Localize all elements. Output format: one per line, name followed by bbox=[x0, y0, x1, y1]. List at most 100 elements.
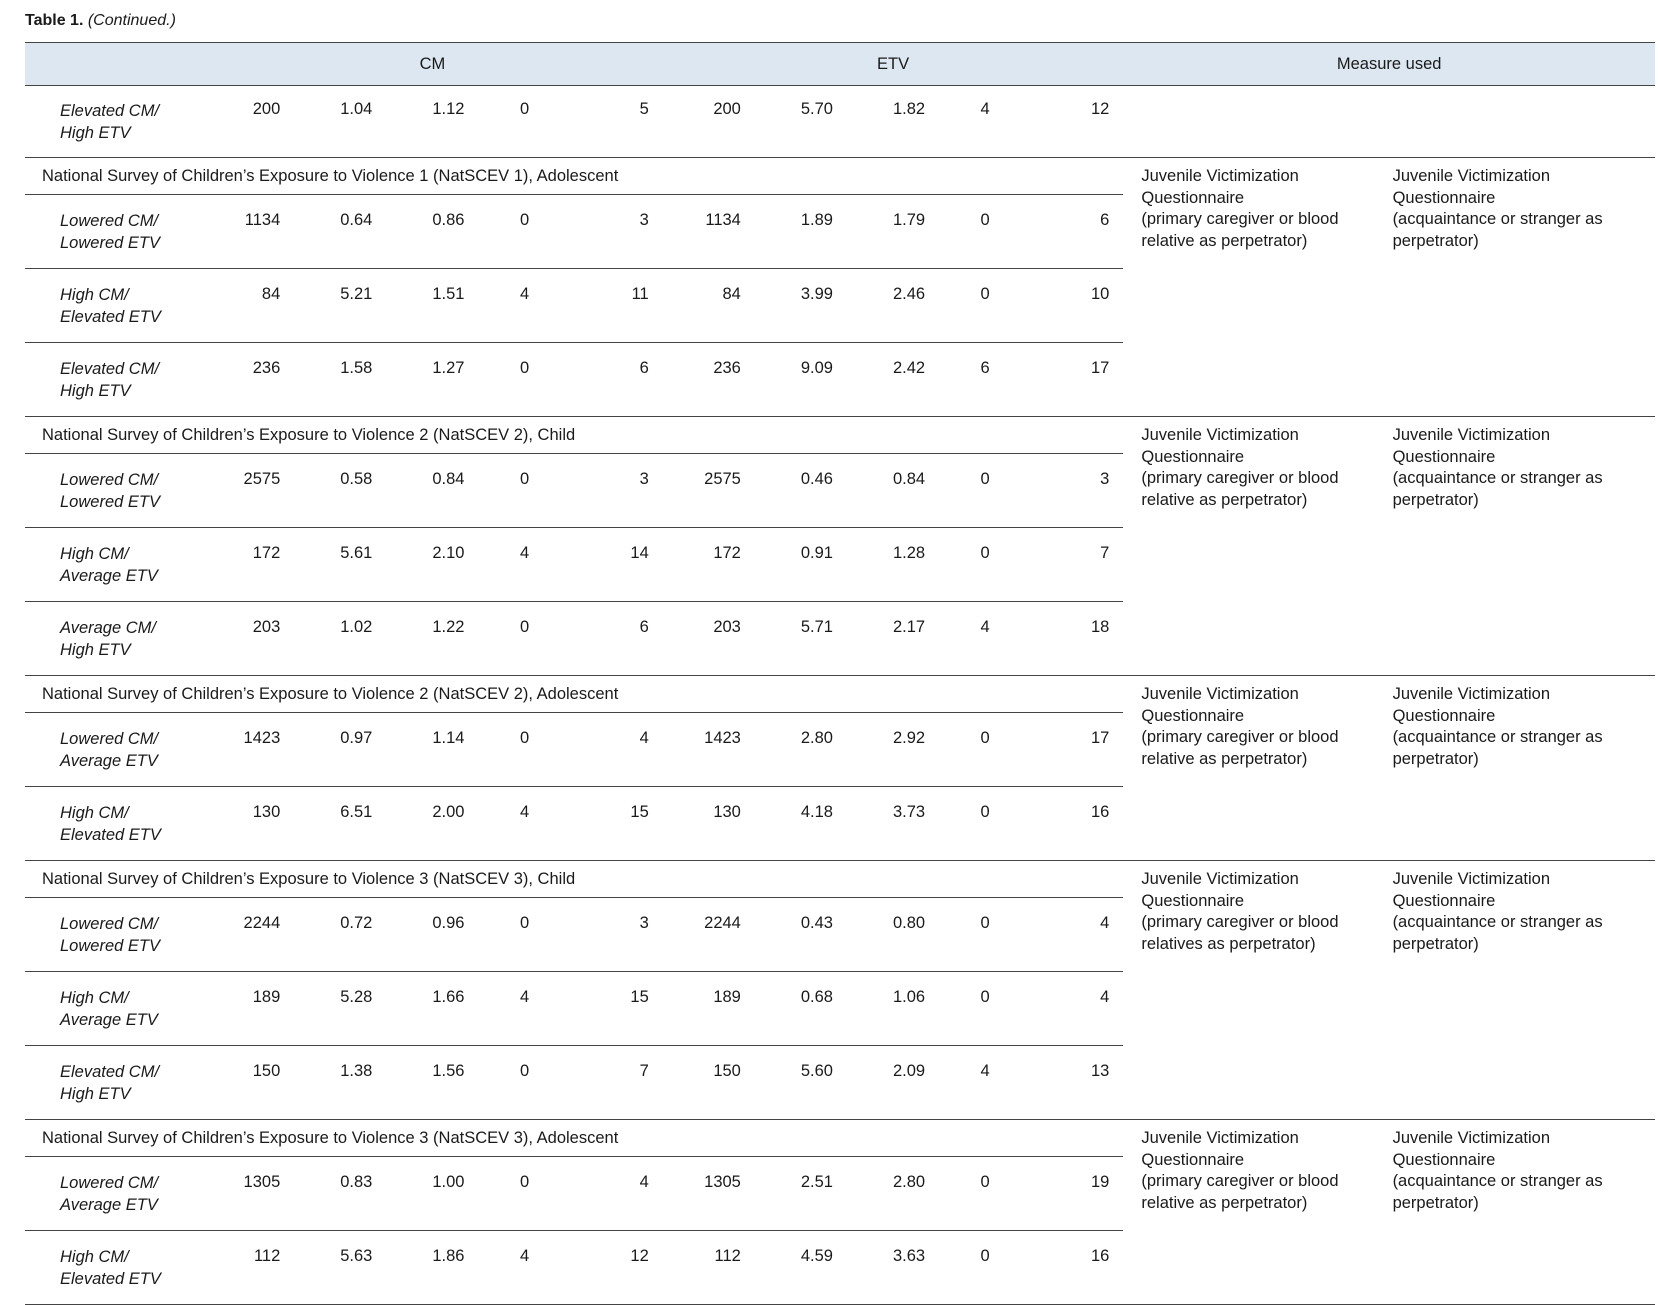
table-cell: 189 bbox=[662, 971, 755, 1046]
measure-line: relative as perpetrator) bbox=[1141, 749, 1308, 768]
table-cell: 3 bbox=[570, 194, 663, 269]
measure-line: (acquaintance or stranger as bbox=[1392, 728, 1603, 746]
measure-cell: Juvenile Victimization Questionnaire (acqu… bbox=[1386, 1119, 1655, 1305]
table-cell: 0 bbox=[939, 194, 1032, 269]
table-cell: 84 bbox=[202, 268, 295, 343]
table-row: Lowered CM/Average ETV 1423 0.97 1.14 0 4 1423… bbox=[25, 712, 1655, 787]
group-title: National Survey of Children’s Exposure t… bbox=[25, 416, 1124, 454]
measure-line: relative as perpetrator) bbox=[1141, 1193, 1308, 1212]
data-table-container: CM ETV Measure used Elevated CM/High ETV… bbox=[25, 42, 1655, 1305]
table-cell: 7 bbox=[639, 1062, 649, 1080]
measure-line: Juvenile Victimization bbox=[1141, 685, 1299, 703]
row-label-line: Average ETV bbox=[60, 751, 158, 770]
table-cell: 0.84 bbox=[386, 453, 479, 528]
table-cell: 0 bbox=[939, 971, 1032, 1046]
measure-line: (acquaintance or stranger as bbox=[1392, 1172, 1603, 1190]
table-cell: 1305 bbox=[202, 1156, 295, 1231]
measure-line: Questionnaire bbox=[1141, 188, 1245, 207]
table-label: Table 1. bbox=[25, 12, 84, 29]
row-label-line: High CM/ bbox=[60, 285, 129, 304]
row-label-line: High CM/ bbox=[60, 803, 129, 822]
row-label-line: Elevated CM/ bbox=[60, 101, 160, 120]
table-row: High CM/Elevated ETV 84 5.21 1.51 4 11 84 3.99 2… bbox=[25, 268, 1655, 343]
table-cell: 17 bbox=[1091, 359, 1110, 377]
row-label: Lowered CM/Average ETV bbox=[25, 712, 203, 787]
table-cell: 130 bbox=[713, 803, 741, 821]
measure-cell bbox=[1123, 86, 1386, 158]
table-cell: 0.86 bbox=[386, 194, 479, 269]
table-cell: 203 bbox=[713, 618, 741, 636]
row-label: Elevated CM/High ETV bbox=[25, 343, 202, 417]
measure-line: relatives as perpetrator) bbox=[1141, 934, 1316, 953]
row-label: Elevated CM/High ETV bbox=[25, 1046, 202, 1120]
group-title: National Survey of Children’s Exposure t… bbox=[25, 860, 1124, 898]
group-row: National Survey of Children’s Exposure t… bbox=[25, 675, 1655, 861]
table-cell: 2.09 bbox=[892, 1062, 926, 1080]
row-label-line: High CM/ bbox=[60, 988, 129, 1007]
table-cell: 3.63 bbox=[846, 1230, 940, 1305]
measure-line: perpetrator) bbox=[1392, 749, 1479, 768]
measure-line: (primary caregiver or blood bbox=[1141, 1172, 1339, 1190]
measure-line: perpetrator) bbox=[1392, 490, 1479, 509]
table-cell: 2.46 bbox=[846, 268, 940, 343]
row-label: Average CM/High ETV bbox=[25, 602, 202, 676]
measure-line: (primary caregiver or blood bbox=[1141, 210, 1339, 228]
table-cell: 0.91 bbox=[754, 527, 847, 602]
measure-line: Questionnaire bbox=[1392, 447, 1496, 466]
table-cell: 4 bbox=[478, 971, 571, 1046]
measure-line: perpetrator) bbox=[1392, 934, 1479, 953]
group-title: National Survey of Children’s Exposure t… bbox=[25, 675, 1124, 713]
table-cell: 1.58 bbox=[340, 359, 373, 377]
row-label-line: High ETV bbox=[60, 123, 131, 142]
table-cell: 2.51 bbox=[754, 1156, 847, 1231]
measure-cell: Juvenile Victimization Questionnaire (acqu… bbox=[1386, 675, 1655, 861]
measure-line: (primary caregiver or blood bbox=[1141, 913, 1339, 931]
table-cell: 1.38 bbox=[340, 1062, 373, 1080]
table-cell: 5 bbox=[639, 100, 649, 118]
table-cell: 2.92 bbox=[846, 712, 940, 787]
table-cell: 0 bbox=[478, 194, 571, 269]
measure-line: Juvenile Victimization bbox=[1392, 167, 1550, 185]
table-cell: 1.22 bbox=[432, 618, 465, 636]
row-label: High CM/Elevated ETV bbox=[25, 1230, 203, 1305]
table-cell: 200 bbox=[252, 100, 281, 118]
measure-line: Juvenile Victimization bbox=[1392, 870, 1550, 888]
measure-line: Questionnaire bbox=[1141, 1150, 1245, 1169]
table-cell: 18 bbox=[1091, 618, 1110, 636]
measure-line: Juvenile Victimization bbox=[1141, 167, 1299, 185]
table-cell: 16 bbox=[1031, 1230, 1124, 1305]
table-cell: 0 bbox=[478, 1156, 571, 1231]
row-label-line: Lowered CM/ bbox=[60, 470, 159, 489]
table-cell: 1.82 bbox=[892, 100, 926, 118]
table-cell: 13 bbox=[1091, 1062, 1110, 1080]
table-cell: 17 bbox=[1031, 712, 1124, 787]
table-cell: 1.89 bbox=[754, 194, 847, 269]
measure-cell: Juvenile Victimization Questionnaire (acqu… bbox=[1386, 416, 1655, 676]
header-empty-cell bbox=[25, 42, 203, 86]
row-label-line: Elevated ETV bbox=[60, 1269, 161, 1288]
table-cell: 0.80 bbox=[846, 897, 940, 972]
row-label-line: Elevated CM/ bbox=[60, 1062, 160, 1081]
table-cell: 2244 bbox=[662, 897, 755, 972]
table-cell: 4 bbox=[980, 1062, 990, 1080]
measure-cell: Juvenile Victimization Questionnaire (prim… bbox=[1123, 860, 1387, 1120]
table-cell: 1.79 bbox=[846, 194, 940, 269]
measure-line: Juvenile Victimization bbox=[1141, 426, 1299, 444]
row-label: Lowered CM/Lowered ETV bbox=[25, 453, 203, 528]
table-row: Average CM/High ETV 203 1.02 1.22 0 6 203 5.71 2… bbox=[25, 602, 1655, 676]
group-row: National Survey of Children’s Exposure t… bbox=[25, 157, 1655, 417]
table-cell: 112 bbox=[202, 1230, 295, 1305]
row-label-line: High CM/ bbox=[60, 544, 129, 563]
table-cell: 3.73 bbox=[892, 803, 926, 821]
measure-line: perpetrator) bbox=[1392, 231, 1479, 250]
table-cell: 1.51 bbox=[386, 268, 479, 343]
header-cm: CM bbox=[202, 42, 663, 86]
measure-cell: Juvenile Victimization Questionnaire (prim… bbox=[1123, 157, 1387, 417]
table-cell: 0 bbox=[478, 897, 571, 972]
row-label-line: Elevated ETV bbox=[60, 307, 161, 326]
table-cell: 3 bbox=[1031, 453, 1124, 528]
table-cell: 15 bbox=[570, 971, 663, 1046]
row-label-line: High ETV bbox=[60, 381, 131, 400]
table-cell: 16 bbox=[1091, 803, 1110, 821]
table-continued-note: (Continued.) bbox=[87, 12, 176, 29]
